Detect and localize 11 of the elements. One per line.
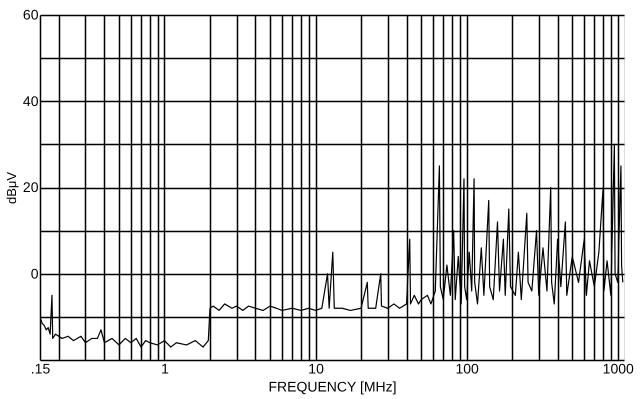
x-tick-label: 100 bbox=[455, 360, 480, 376]
x-tick-label: 1 bbox=[161, 360, 170, 376]
x-tick-label: 1000 bbox=[602, 360, 634, 376]
y-tick-label: 40 bbox=[22, 92, 39, 109]
x-axis-title: FREQUENCY [MHz] bbox=[268, 378, 397, 394]
y-tick-label: 60 bbox=[22, 6, 39, 22]
y-tick-label: 20 bbox=[22, 179, 39, 195]
x-tick-label: 10 bbox=[308, 360, 324, 376]
x-tick-label: .15 bbox=[30, 360, 50, 376]
y-axis-title: dBμV bbox=[4, 172, 19, 204]
y-tick-label: 0 bbox=[30, 265, 39, 282]
